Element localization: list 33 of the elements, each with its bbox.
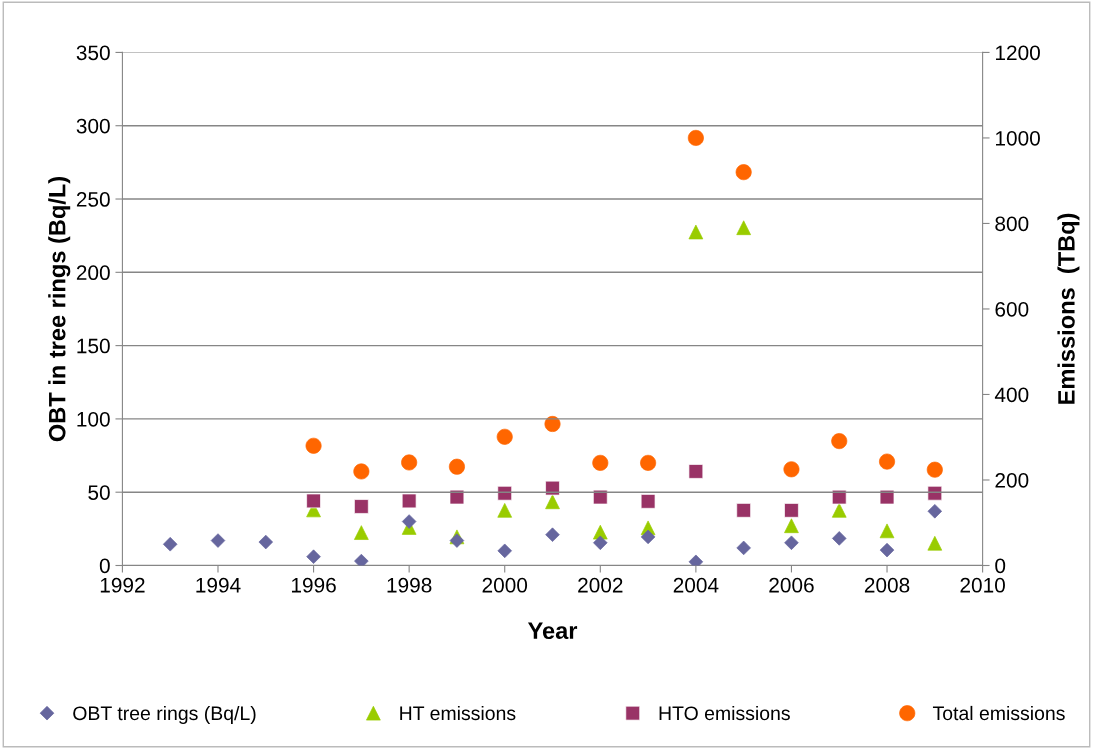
y-axis-title: OBT in tree rings (Bq/L): [48, 176, 71, 442]
x-tick-label: 2000: [482, 577, 528, 593]
y-tick-label: 350: [76, 45, 110, 61]
y2-tick-label: 0: [995, 558, 1006, 574]
point: [640, 494, 656, 509]
x-tick-label: 2006: [769, 577, 814, 593]
legend-label: HTO emissions: [659, 705, 790, 721]
y2-axis-title: Emissions (TBq): [1057, 213, 1080, 404]
legend-label: HT emissions: [400, 705, 516, 721]
legend-label: OBT tree rings (Bq/L): [73, 705, 256, 725]
y-tick-label: 100: [77, 411, 110, 427]
x-tick-label: 1996: [291, 577, 336, 593]
x-tick-label: 2002: [578, 577, 623, 593]
y-tick-label: 150: [77, 338, 110, 354]
y2-tick-label: 600: [995, 301, 1029, 317]
legend-label: Total emissions: [932, 705, 1065, 721]
y-tick-label: 200: [76, 265, 110, 281]
x-tick-label: 2004: [673, 577, 719, 593]
y-tick-label: 50: [88, 485, 110, 500]
y-tick-label: 250: [76, 192, 110, 207]
x-tick-label: 2010: [960, 577, 1005, 593]
y-tick-label: 300: [76, 118, 110, 134]
y2-tick-label: 1000: [996, 130, 1040, 146]
y2-tick-label: 400: [994, 387, 1029, 403]
x-axis-title: Year: [527, 622, 578, 640]
x-tick-label: 1994: [196, 577, 241, 593]
x-tick-label: 1992: [100, 577, 145, 593]
x-tick-label: 1998: [387, 577, 432, 593]
y2-tick-label: 1200: [996, 45, 1040, 61]
x-tick-label: 2008: [864, 577, 910, 593]
y-tick-label: 0: [99, 558, 110, 574]
y2-tick-label: 800: [995, 216, 1029, 232]
y2-tick-label: 200: [995, 472, 1029, 488]
